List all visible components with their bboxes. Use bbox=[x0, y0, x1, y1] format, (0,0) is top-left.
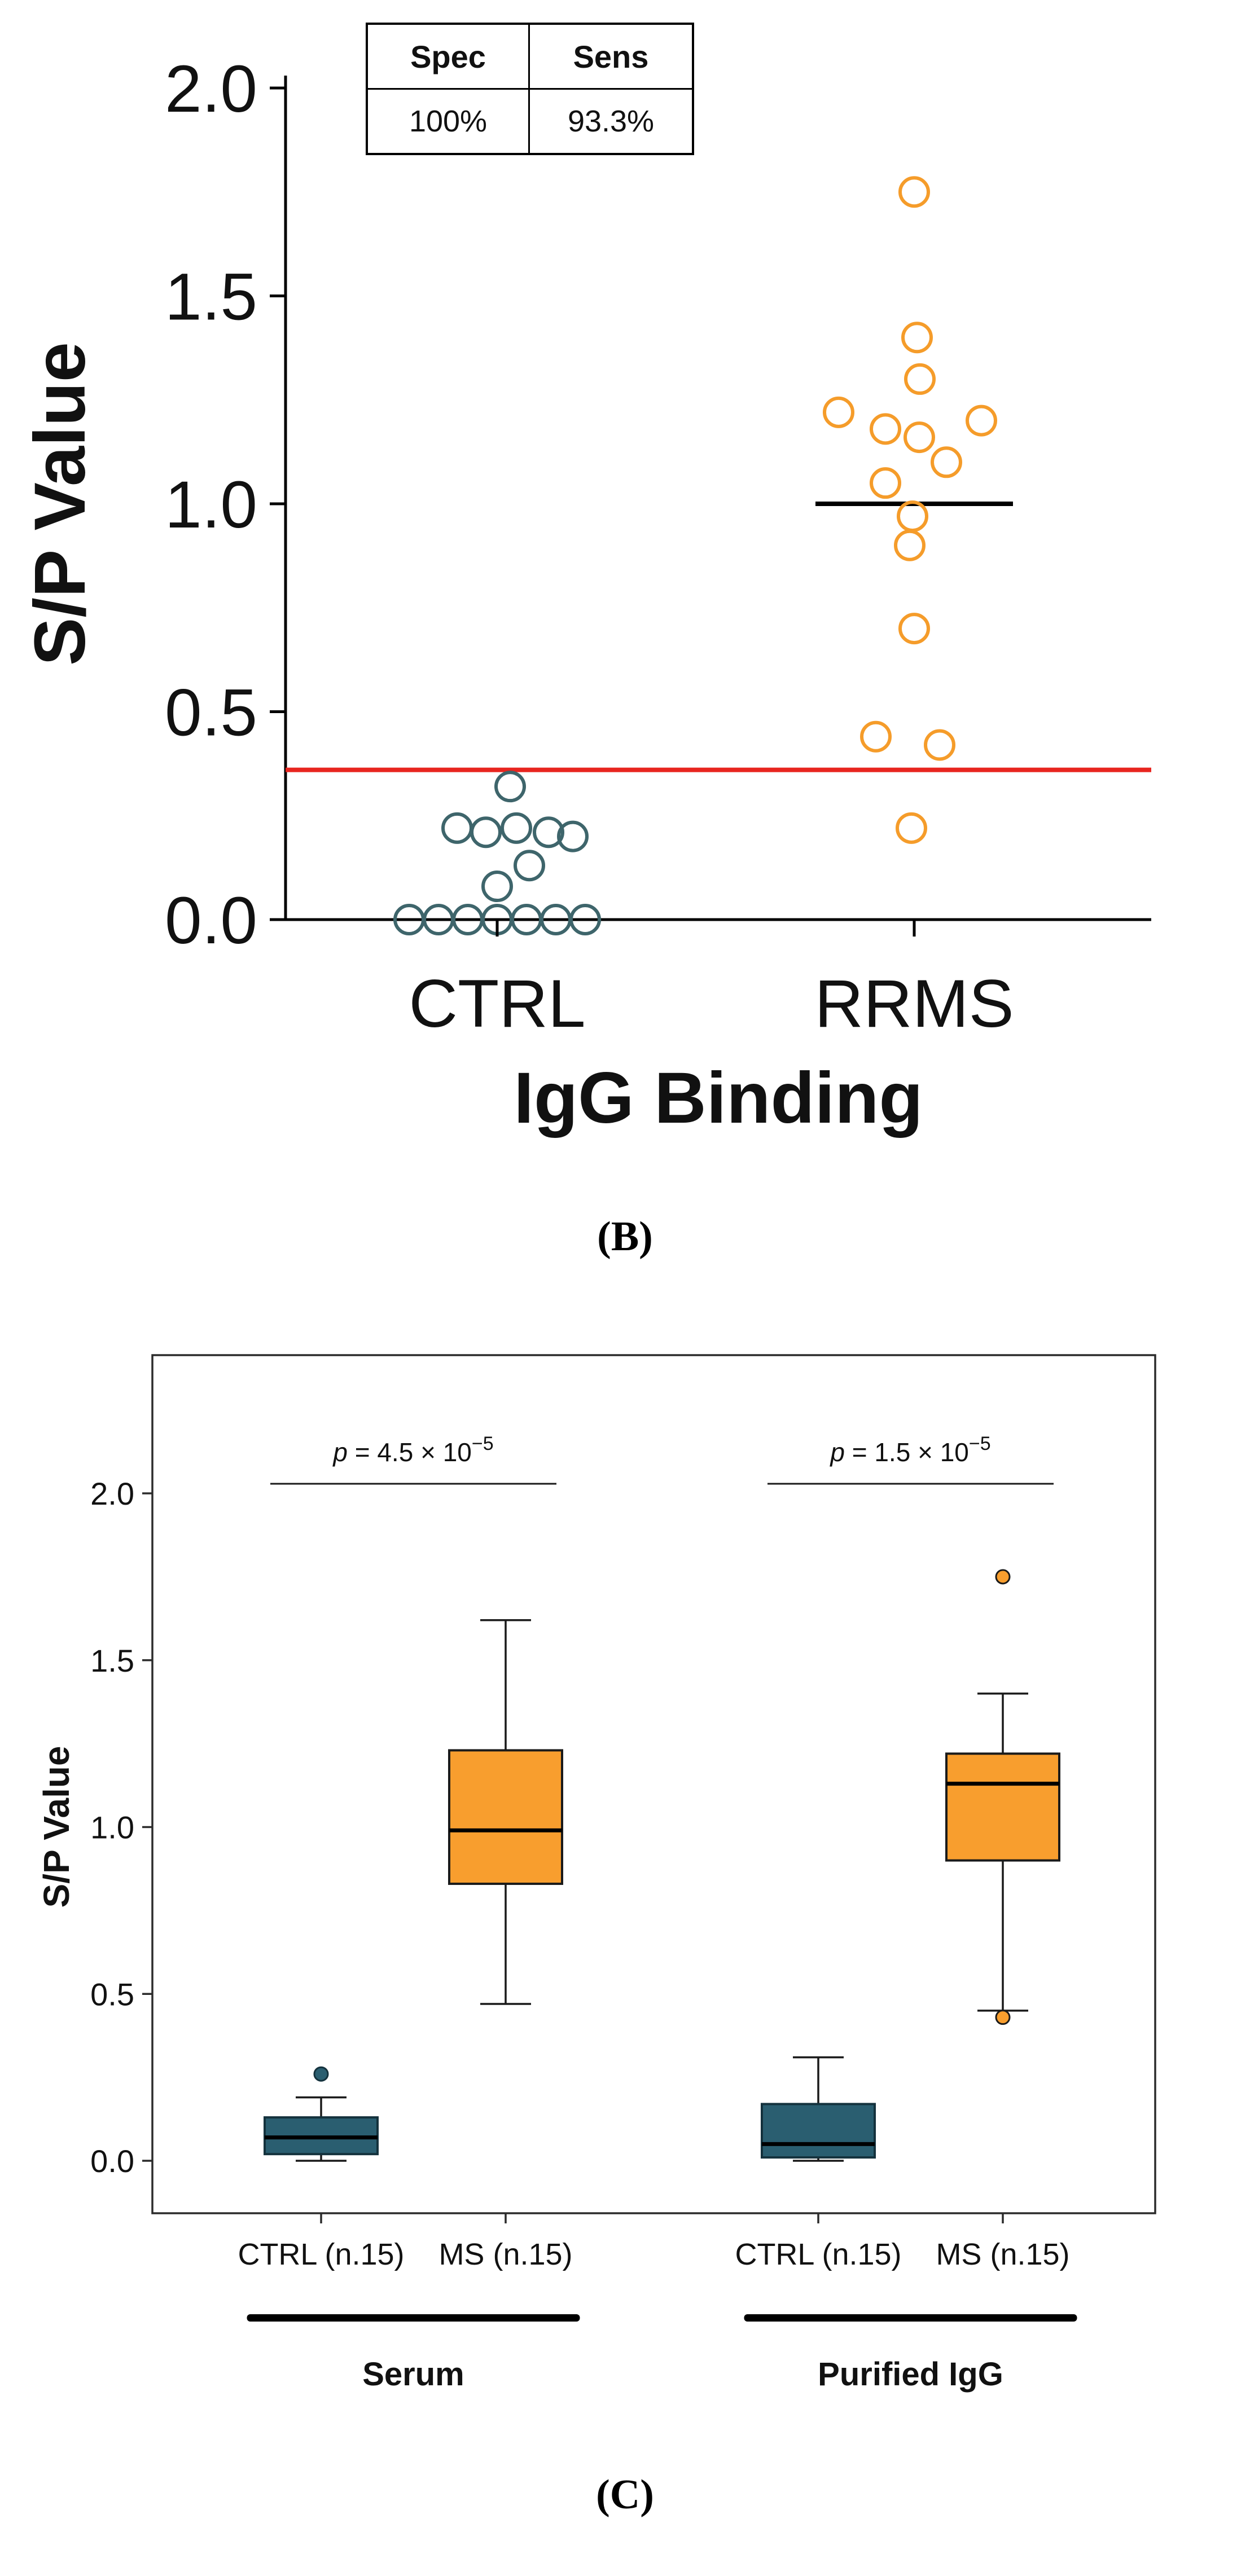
spec-sens-table: Spec Sens 100% 93.3% bbox=[366, 23, 694, 155]
section-label: Serum bbox=[362, 2356, 464, 2393]
y-tick-label: 1.0 bbox=[165, 468, 257, 542]
rrms-point bbox=[870, 413, 901, 445]
box-rect bbox=[448, 1749, 563, 1885]
rrms-point bbox=[924, 729, 955, 761]
sens-header: Sens bbox=[530, 25, 692, 90]
rrms-point bbox=[897, 500, 928, 533]
ctrl-point bbox=[557, 820, 589, 852]
rrms-point bbox=[898, 613, 930, 645]
ctrl-point bbox=[470, 816, 502, 849]
ctrl-point bbox=[494, 771, 526, 803]
rrms-point bbox=[896, 812, 927, 844]
y-tick-label: 0.0 bbox=[90, 2143, 134, 2179]
ctrl-point bbox=[481, 871, 513, 903]
x-tick-label: RRMS bbox=[814, 966, 1014, 1041]
rrms-point bbox=[870, 467, 901, 499]
y-tick-label: 0.0 bbox=[165, 883, 257, 958]
x-tick-label: MS (n.15) bbox=[438, 2237, 572, 2271]
panel-b-chart: 0.0 0.5 1.0 1.5 2.0 S/P Value CTRL RRMS IgG Bind… bbox=[20, 52, 1151, 1138]
p-value-label: p = 1.5 × 10−5 bbox=[829, 1433, 990, 1467]
y-tick-label: 1.0 bbox=[90, 1810, 134, 1845]
outlier-point bbox=[995, 1569, 1011, 1585]
rrms-point bbox=[860, 720, 892, 753]
y-tick-label: 1.5 bbox=[165, 260, 257, 335]
rrms-point bbox=[931, 446, 962, 478]
rrms-point bbox=[966, 405, 997, 437]
rrms-point bbox=[901, 322, 933, 354]
y-tick-label: 2.0 bbox=[165, 52, 257, 126]
ctrl-point bbox=[441, 812, 473, 844]
x-tick-label: MS (n.15) bbox=[936, 2237, 1069, 2271]
y-axis-title: S/P Value bbox=[20, 342, 100, 666]
ctrl-point bbox=[501, 812, 532, 844]
panel-c-chart: 0.0 0.5 1.0 1.5 2.0 S/P Value CTRL (n.15) MS (n… bbox=[36, 1354, 1156, 2393]
rrms-point bbox=[823, 396, 854, 428]
plot-frame bbox=[151, 1354, 1156, 2214]
panel-c-caption: (C) bbox=[596, 2472, 654, 2518]
outlier-point bbox=[995, 2010, 1011, 2025]
y-axis-title: S/P Value bbox=[36, 1746, 77, 1908]
spec-header: Spec bbox=[368, 25, 530, 90]
section-label: Purified IgG bbox=[818, 2356, 1003, 2393]
rrms-point bbox=[894, 529, 926, 561]
x-tick-label: CTRL (n.15) bbox=[735, 2237, 901, 2271]
y-tick-label: 2.0 bbox=[90, 1476, 134, 1511]
ctrl-point bbox=[569, 904, 601, 935]
y-tick-label: 0.5 bbox=[90, 1976, 134, 2012]
panel-b-caption: (B) bbox=[597, 1214, 653, 1260]
outlier-point bbox=[313, 2066, 329, 2082]
ctrl-point bbox=[514, 850, 545, 882]
spec-value: 100% bbox=[368, 90, 530, 153]
section-underline bbox=[247, 2314, 580, 2322]
x-axis-title: IgG Binding bbox=[514, 1058, 923, 1138]
x-tick-label: CTRL bbox=[409, 966, 585, 1041]
ctrl-point bbox=[533, 816, 564, 849]
y-tick-label: 1.5 bbox=[90, 1643, 134, 1678]
sens-value: 93.3% bbox=[567, 104, 655, 138]
section-underline bbox=[744, 2314, 1077, 2322]
x-tick-label: CTRL (n.15) bbox=[238, 2237, 404, 2271]
p-value-label: p = 4.5 × 10−5 bbox=[332, 1433, 493, 1467]
y-tick-label: 0.5 bbox=[165, 676, 257, 750]
box-rect bbox=[761, 2103, 876, 2159]
rrms-point bbox=[904, 363, 936, 395]
box-rect bbox=[945, 1752, 1060, 1862]
rrms-point bbox=[898, 176, 930, 208]
rrms-point bbox=[903, 421, 935, 454]
